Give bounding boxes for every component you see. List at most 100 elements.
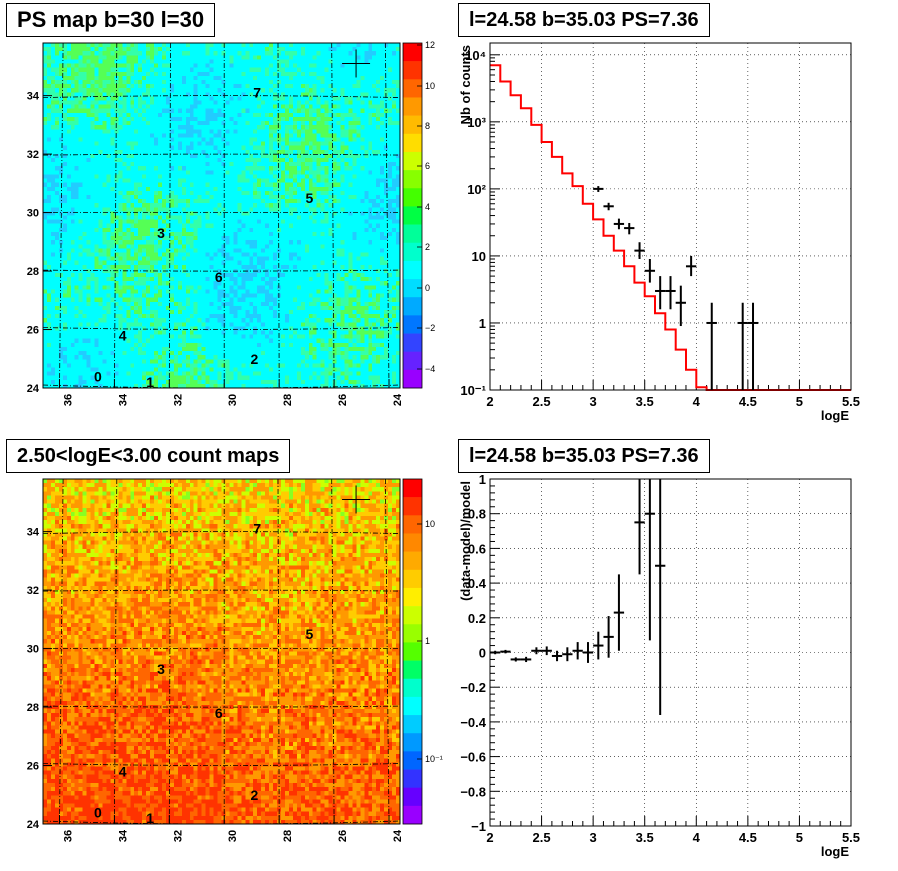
x-tick-label: 5.5 [842,830,860,845]
colorbar-swatch [403,587,422,607]
colorbar-swatch [403,569,422,589]
source-label: 7 [253,521,261,537]
colorbar-label: 1 [425,636,430,646]
source-label: 3 [157,225,165,241]
colorbar-swatch [403,315,422,334]
ps-parallel [42,95,401,98]
y-tick-label: 1 [479,316,486,331]
x-tick-label: 2.5 [533,830,551,845]
source-label: 2 [251,787,259,803]
colorbar-swatch [403,170,422,189]
ps-meridian [114,42,118,389]
colorbar-swatch [403,333,422,352]
colorbar-label: 2 [425,242,430,252]
x-tick-label: 24 [392,393,404,406]
x-tick-label: 26 [337,394,349,406]
ps-parallel [42,153,401,156]
colorbar-swatch [403,79,422,98]
colorbar-frame [402,42,423,389]
count-meridian [59,478,64,825]
colorbar-swatch [403,351,422,371]
x-tick-label: 30 [227,394,239,406]
y-tick-label: 10 [472,249,486,264]
colorbar-label: 8 [425,121,430,131]
colorbar-frame [402,478,423,825]
colorbar-swatch [403,533,422,552]
source-label: 4 [119,763,127,779]
colorbar-swatch [403,715,422,734]
residual-points [490,479,666,715]
source-label: 7 [253,85,261,101]
x-tick-label: 32 [172,830,184,842]
y-tick-label: −0.8 [460,784,486,799]
spectrum-title: l=24.58 b=35.03 PS=7.36 [458,3,710,37]
ps-parallel [42,327,401,330]
y-tick-label: 30 [27,644,39,656]
spectrum-panel: 2 2.5 3 3.5 4 4.5 5 5.5 10⁻¹ 1 10 10² 10³ 10⁴ logE Nb o… [458,42,860,423]
colorbar-swatch [403,642,422,661]
ps-meridian [331,42,335,389]
x-tick-label: 2 [486,830,493,845]
ps-map-title: PS map b=30 l=30 [6,3,216,37]
y-tick-label: 28 [27,702,39,714]
source-label: 5 [305,626,313,642]
count-parallel [42,531,401,534]
colorbar-label: 10 [425,519,435,529]
y-tick-label: −0.6 [460,750,486,765]
count-meridian [114,478,118,825]
ps-meridian [168,42,171,389]
spectrum-frame [489,42,852,391]
colorbar-swatch [403,279,422,298]
colorbar-label: 10⁻¹ [425,754,443,764]
x-tick-label: 5.5 [842,394,860,409]
source-label: 4 [119,327,127,343]
y-tick-label: −0.4 [460,715,486,730]
colorbar-label: 0 [425,283,430,293]
x-tick-label: 2 [486,394,493,409]
ps-frame [42,42,401,389]
colorbar-swatch [403,497,422,516]
ps-colorbar: 12 10 8 6 4 2 0 −2 −4 [402,40,435,389]
colorbar-swatch [403,696,422,716]
count-parallel [42,820,401,825]
x-tick-label: 34 [117,393,129,406]
colorbar-swatch [403,188,422,207]
colorbar-swatch [403,551,422,571]
y-tick-label: 0.2 [468,611,486,626]
y-axis-label: Nb of counts [458,45,473,124]
ps-meridian [59,42,64,389]
y-tick-label: 28 [27,266,39,278]
x-tick-label: 3 [590,830,597,845]
x-tick-label: 3.5 [636,830,654,845]
colorbar-swatch [403,43,422,62]
y-tick-label: −0.2 [460,680,486,695]
colorbar-label: 12 [425,40,435,50]
source-label: 1 [146,810,154,826]
y-axis-label: (data-model)/model [458,481,473,601]
y-tick-label: 34 [27,527,40,539]
colorbar-swatch [403,297,422,316]
colorbar-label: −2 [425,323,435,333]
x-axis-label: logE [821,844,849,859]
spectrum-ticks [489,54,852,391]
y-tick-label: 10⁻¹ [460,383,486,398]
y-tick-label: 0.8 [468,507,486,522]
y-tick-label: 32 [27,149,39,161]
count-meridian [331,478,335,825]
x-tick-label: 3 [590,394,597,409]
x-tick-label: 4.5 [739,830,757,845]
residual-title: l=24.58 b=35.03 PS=7.36 [458,439,710,473]
colorbar-label: 10 [425,81,435,91]
source-label: 1 [146,374,154,390]
y-tick-label: 30 [27,208,39,220]
spectrum-bg [490,43,851,390]
y-tick-label: 26 [27,325,39,337]
y-tick-label: 10⁴ [465,48,486,63]
source-label: 3 [157,661,165,677]
colorbar-swatch [403,787,422,807]
ps-meridian [385,42,390,389]
ps-meridian [277,42,280,389]
colorbar-swatch [403,479,422,498]
